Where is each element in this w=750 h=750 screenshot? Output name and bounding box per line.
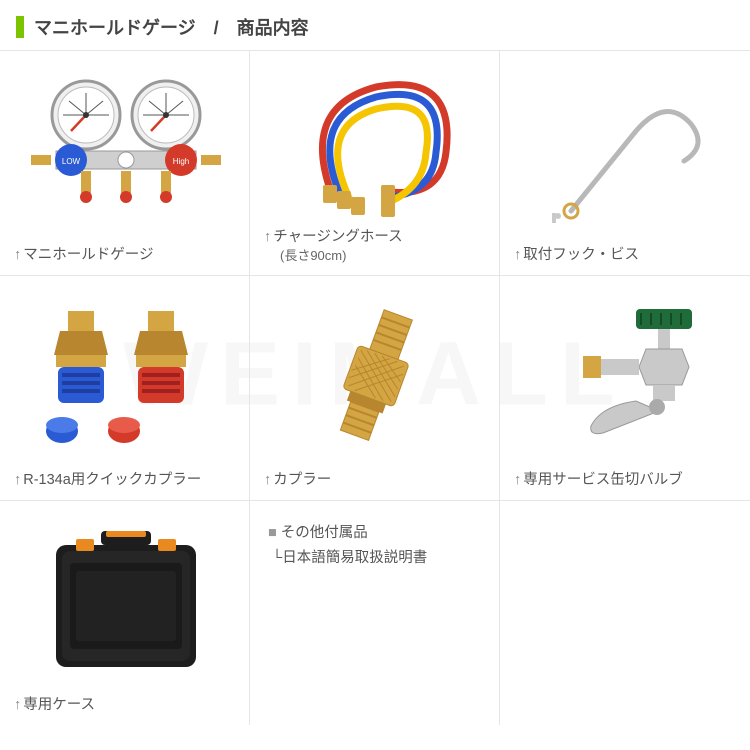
label-text: R-134a用クイックカプラー xyxy=(23,472,201,488)
svg-text:LOW: LOW xyxy=(61,157,80,166)
img-hoses xyxy=(264,61,487,223)
page-header: マニホールドゲージ / 商品内容 xyxy=(0,0,750,50)
cell-qcoupler: ↑R-134a用クイックカプラー xyxy=(0,275,250,500)
label-text: 取付フック・ビス xyxy=(523,247,639,263)
img-coupler xyxy=(264,286,487,466)
label-canvalve: ↑専用サービス缶切バルブ xyxy=(514,466,738,490)
label-text: 専用ケース xyxy=(23,697,95,713)
label-coupler: ↑カプラー xyxy=(264,466,487,490)
accessory-block: ■その他付属品 └日本語簡易取扱説明書 xyxy=(264,511,487,580)
label-text: マニホールドゲージ xyxy=(23,247,153,263)
cell-accessories: ■その他付属品 └日本語簡易取扱説明書 xyxy=(250,500,500,725)
label-hoses: ↑チャージングホース (長さ90cm) xyxy=(264,223,487,265)
accent-bar xyxy=(16,16,24,38)
label-text: 専用サービス缶切バルブ xyxy=(523,472,683,488)
label-case: ↑専用ケース xyxy=(14,691,237,715)
arrow-icon: ↑ xyxy=(264,229,271,245)
img-hook xyxy=(514,61,738,241)
manifold-gauge-icon: LOW High xyxy=(21,73,231,228)
cell-coupler: ↑カプラー xyxy=(250,275,500,500)
tree-icon: └ xyxy=(272,550,282,566)
hoses-icon xyxy=(281,67,471,217)
hook-icon xyxy=(536,76,716,226)
accessory-item: 日本語簡易取扱説明書 xyxy=(282,550,427,566)
arrow-icon: ↑ xyxy=(514,472,521,488)
product-grid: LOW High ↑マニホールドゲージ xyxy=(0,50,750,725)
arrow-icon: ↑ xyxy=(14,247,21,263)
label-text: チャージングホース xyxy=(273,229,402,245)
coupler-icon xyxy=(301,301,451,451)
label-text: カプラー xyxy=(273,472,331,488)
label-hook: ↑取付フック・ビス xyxy=(514,241,738,265)
case-icon xyxy=(36,523,216,678)
cell-hook: ↑取付フック・ビス xyxy=(500,50,750,275)
img-manifold: LOW High xyxy=(14,61,237,241)
img-qcoupler xyxy=(14,286,237,466)
bullet-icon: ■ xyxy=(268,525,277,541)
label-qcoupler: ↑R-134a用クイックカプラー xyxy=(14,466,237,490)
img-case xyxy=(14,511,237,691)
arrow-icon: ↑ xyxy=(514,247,521,263)
accessory-heading: その他付属品 xyxy=(281,525,368,541)
svg-text:High: High xyxy=(172,157,188,166)
cell-hoses: ↑チャージングホース (長さ90cm) xyxy=(250,50,500,275)
img-canvalve xyxy=(514,286,738,466)
cell-empty xyxy=(500,500,750,725)
canvalve-icon xyxy=(541,301,711,451)
cell-case: ↑専用ケース xyxy=(0,500,250,725)
sub-label-text: (長さ90cm) xyxy=(264,247,487,265)
cell-canvalve: ↑専用サービス缶切バルブ xyxy=(500,275,750,500)
arrow-icon: ↑ xyxy=(14,697,21,713)
arrow-icon: ↑ xyxy=(14,472,21,488)
arrow-icon: ↑ xyxy=(264,472,271,488)
qcoupler-icon xyxy=(26,301,226,451)
label-manifold: ↑マニホールドゲージ xyxy=(14,241,237,265)
page-title: マニホールドゲージ / 商品内容 xyxy=(34,14,309,40)
cell-manifold: LOW High ↑マニホールドゲージ xyxy=(0,50,250,275)
